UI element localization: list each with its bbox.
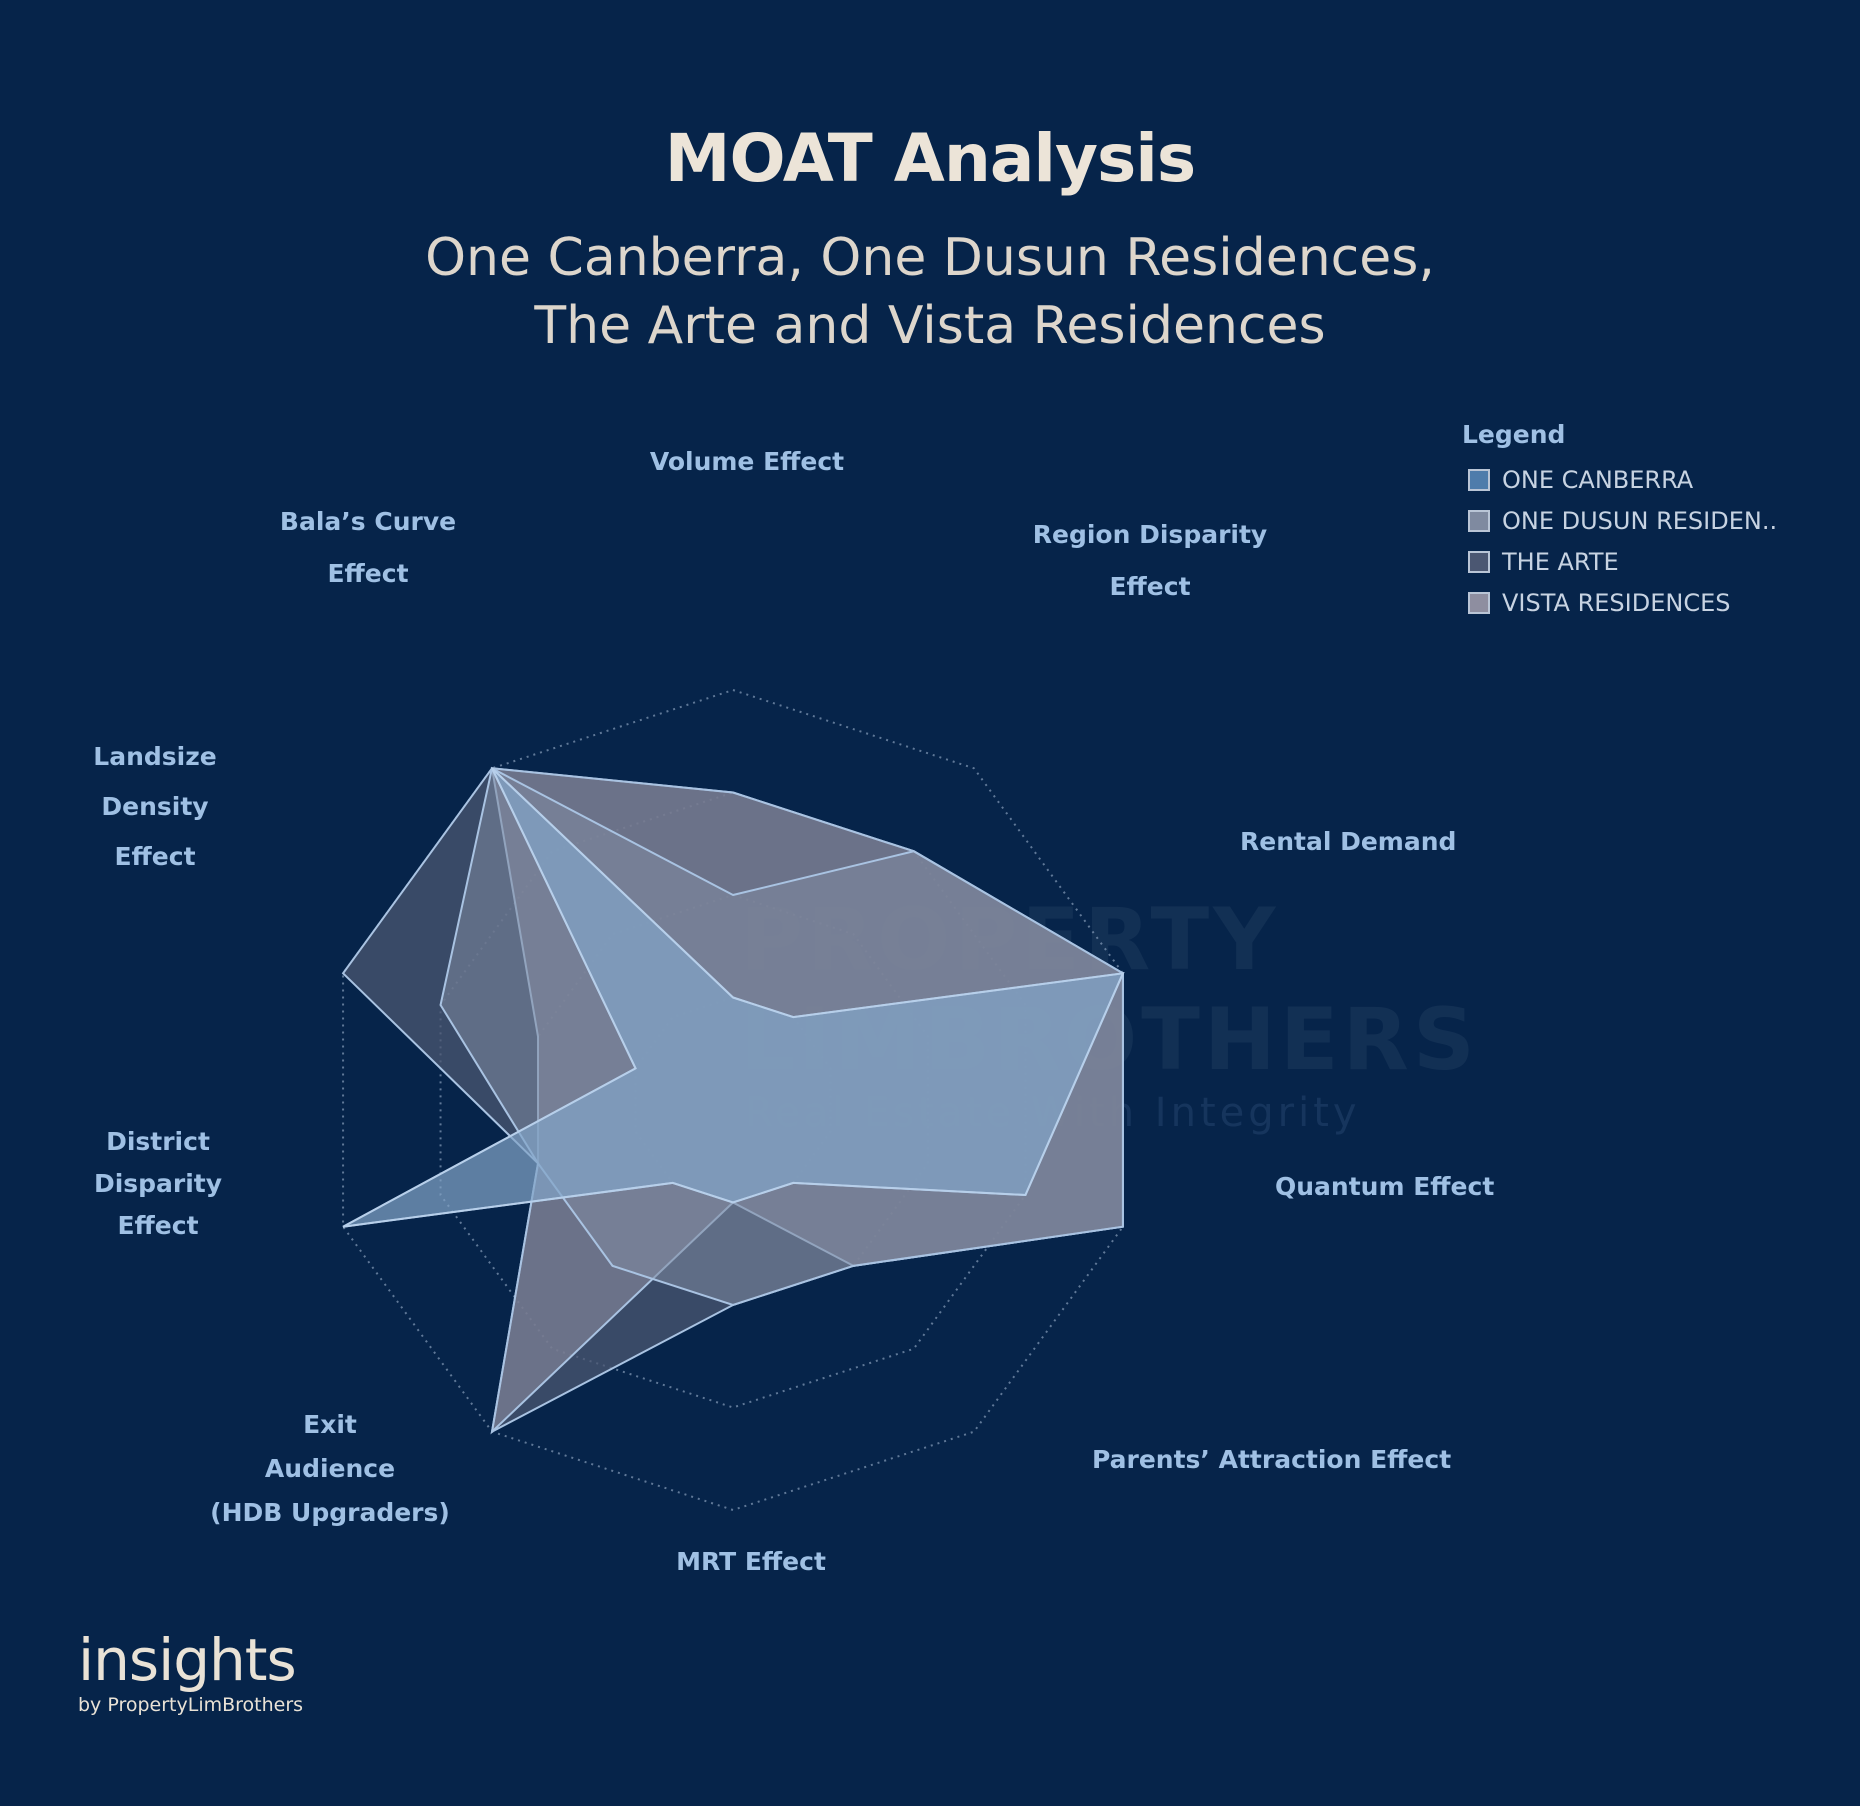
- legend-swatch: [1468, 509, 1490, 532]
- radar-axis-labels: Volume Effect Region Disparity Effect Renta…: [93, 447, 1494, 1576]
- chart-subtitle-line2: The Arte and Vista Residences: [534, 296, 1326, 356]
- axis-label-7: Exit Audience (HDB Upgraders): [210, 1410, 450, 1527]
- axis-label-2: Region Disparity Effect: [1033, 520, 1267, 601]
- axis-label-6: MRT Effect: [676, 1547, 826, 1576]
- legend-label: VISTA RESIDENCES: [1502, 588, 1731, 617]
- axis-label-5: Parents’ Attraction Effect: [1092, 1445, 1451, 1474]
- brand-logo: insights by PropertyLimBrothers: [78, 1630, 303, 1716]
- series-one-canberra-highlight: [342, 767, 1125, 1228]
- axis-label-10: Bala’s Curve Effect: [280, 507, 456, 588]
- legend-label: ONE DUSUN RESIDEN..: [1502, 506, 1778, 535]
- legend-item[interactable]: ONE DUSUN RESIDEN..: [1462, 500, 1777, 541]
- legend-swatch: [1468, 550, 1490, 573]
- axis-label-9: Landsize Density Effect: [93, 742, 216, 871]
- brand-byline: by PropertyLimBrothers: [78, 1694, 304, 1716]
- axis-label-1: Volume Effect: [650, 447, 844, 476]
- legend-item[interactable]: VISTA RESIDENCES: [1462, 582, 1777, 623]
- legend: Legend ONE CANBERRA ONE DUSUN RESIDEN.. TH…: [1462, 420, 1777, 623]
- radar-series: [341, 766, 1125, 1435]
- legend-swatch: [1468, 591, 1490, 614]
- legend-swatch: [1468, 468, 1490, 491]
- legend-label: THE ARTE: [1502, 547, 1619, 576]
- chart-subtitle-line1: One Canberra, One Dusun Residences,: [425, 228, 1435, 288]
- axis-label-8: District Disparity Effect: [94, 1127, 222, 1240]
- brand-name: insights: [78, 1626, 297, 1694]
- axis-label-4: Quantum Effect: [1275, 1172, 1494, 1201]
- axis-label-3: Rental Demand: [1240, 827, 1456, 856]
- chart-title: MOAT Analysis: [664, 120, 1196, 197]
- legend-item[interactable]: ONE CANBERRA: [1462, 459, 1777, 500]
- legend-title: Legend: [1462, 420, 1566, 449]
- legend-item[interactable]: THE ARTE: [1462, 541, 1777, 582]
- legend-label: ONE CANBERRA: [1502, 465, 1694, 494]
